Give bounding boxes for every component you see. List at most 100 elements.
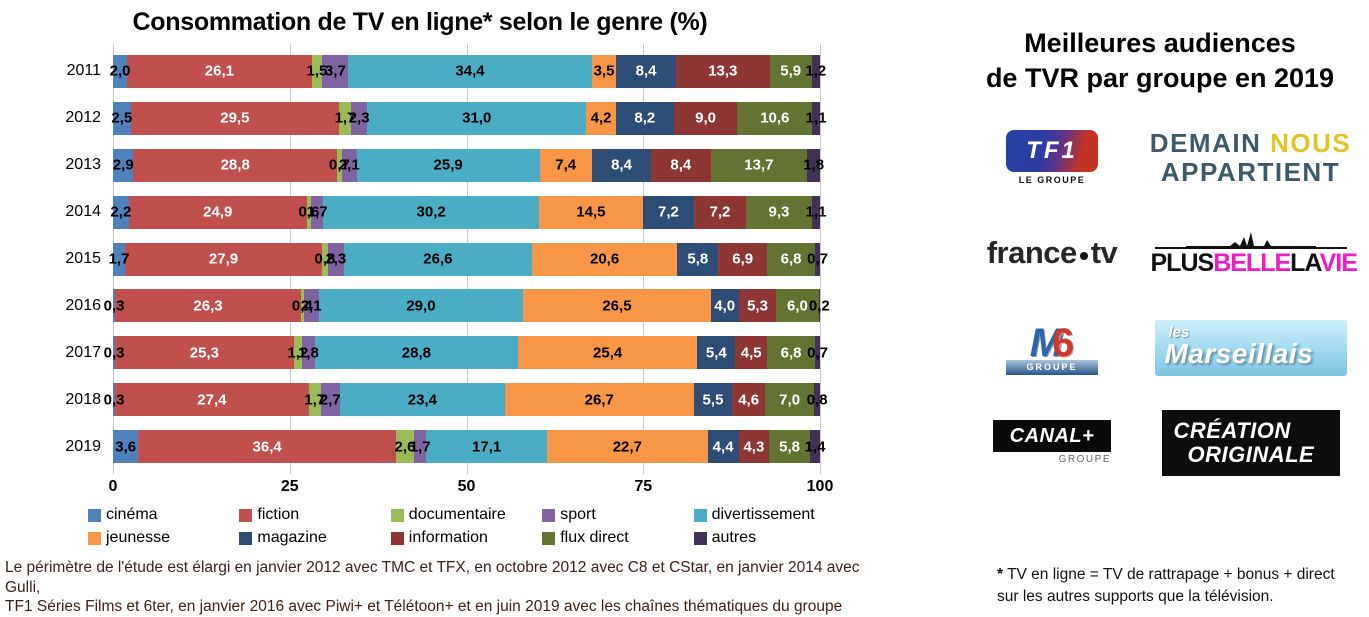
- legend-swatch-icon: [390, 508, 404, 522]
- segment-value-label: 2,7: [319, 391, 341, 409]
- segment-value-label: 14,5: [576, 203, 606, 221]
- segment-value-label: 4,0: [714, 297, 736, 315]
- bar-segment-flux-direct: 6,0: [776, 289, 819, 323]
- bar-segment-sport: 3,7: [322, 54, 349, 88]
- bar-segment-cinéma: 2,0: [110, 54, 130, 88]
- legend-label: sport: [560, 506, 596, 523]
- x-axis: 0 25 50 75 100: [109, 478, 834, 500]
- pblv-word-belle: BELLE: [1213, 248, 1291, 277]
- segment-value-label: 5,3: [747, 297, 768, 315]
- segment-value-label: 7,0: [779, 391, 801, 409]
- pblv-rule: [1154, 246, 1347, 249]
- year-label: 2011: [66, 62, 101, 80]
- bar-segment-flux-direct: 7,0: [764, 383, 815, 417]
- segment-value-label: 24,9: [203, 203, 233, 221]
- bar-segment-cinéma: 3,6: [113, 430, 139, 464]
- bar-segment-jeunesse: 3,5: [591, 54, 617, 88]
- stacked-bar: 0,3 26,3 0,4 2,1 29,0 26,5 4,0 5,3 6,0 0,2: [104, 289, 830, 323]
- legend-swatch-icon: [542, 508, 556, 522]
- footnote-star: *: [997, 566, 1004, 583]
- bar-segment-autres: 1,1: [806, 101, 827, 135]
- bar-segment-autres: 1,8: [803, 148, 824, 182]
- segment-value-label: 5,8: [779, 438, 801, 456]
- legend-label: jeunesse: [106, 529, 171, 546]
- bar-segment-information: 8,4: [651, 148, 711, 182]
- legend-item-cinéma: cinéma: [88, 506, 239, 524]
- bar-segment-divertissement: 31,0: [367, 101, 587, 135]
- segment-value-label: 8,4: [635, 62, 657, 80]
- bar-segment-magazine: 8,4: [616, 54, 676, 88]
- bar-segment-sport: 2,3: [349, 101, 370, 135]
- legend-item-flux-direct: flux direct: [542, 529, 693, 547]
- segment-value-label: 8,4: [670, 156, 692, 174]
- segment-value-label: 6,0: [786, 297, 808, 315]
- x-tick-label-100: 100: [806, 478, 834, 495]
- bar-segment-documentaire: 1,5: [307, 54, 327, 88]
- logo-france-tv: france tv: [972, 205, 1132, 300]
- segment-value-label: 25,4: [593, 344, 623, 362]
- segment-value-label: 4,6: [738, 391, 760, 409]
- segment-value-label: 26,6: [423, 250, 453, 268]
- bar-segment-cinéma: 2,9: [113, 148, 134, 182]
- bar-segment-autres: 1,4: [805, 430, 825, 464]
- segment-value-label: 4,2: [590, 109, 612, 127]
- segment-value-label: 5,8: [687, 250, 709, 268]
- stacked-bar: 2,9 28,8 0,7 2,1 25,9 7,4 8,4 8,4 13,7 1,8: [113, 148, 824, 182]
- bar-segment-flux-direct: 6,8: [767, 242, 816, 276]
- bar-segment-information: 13,3: [675, 54, 770, 88]
- segment-value-label: 31,0: [462, 109, 492, 127]
- stacked-bar: 0,3 27,4 1,7 2,7 23,4 26,7 5,5 4,6 7,0 0,8: [104, 383, 828, 417]
- bar-segment-sport: 2,1: [301, 289, 322, 323]
- chart-row-2018: 2018 0,3 27,4 1,7 2,7 23,4 26,7 5,5 4,6 7,0 0,8: [65, 376, 828, 423]
- logo-les-marseillais: les Marseillais: [1132, 300, 1369, 395]
- bar-segment-divertissement: 17,1: [426, 430, 548, 464]
- segment-value-label: 13,3: [708, 62, 738, 80]
- chart-row-2016: 2016 0,3 26,3 0,4 2,1 29,0 26,5 4,0 5,3 6,0 0,2: [65, 282, 830, 329]
- right-title-line2: de TVR par groupe en 2019: [985, 63, 1335, 93]
- segment-value-label: 4,3: [743, 438, 765, 456]
- bar-segment-magazine: 8,4: [591, 148, 652, 182]
- x-tick-label-50: 50: [457, 478, 476, 495]
- marseillais-main: Marseillais: [1164, 338, 1314, 369]
- segment-value-label: 13,7: [744, 156, 774, 174]
- bar-segment-fiction: 36,4: [138, 430, 396, 464]
- year-label: 2018: [65, 390, 101, 408]
- x-tick-label-75: 75: [634, 478, 653, 495]
- bar-segment-flux-direct: 6,8: [767, 336, 816, 370]
- bar-segment-magazine: 5,8: [677, 242, 719, 276]
- tv-en-ligne-footnote: * TV en ligne = TV de rattrapage + bonus…: [997, 564, 1342, 608]
- bar-segment-flux-direct: 5,9: [769, 54, 812, 88]
- segment-value-label: 25,3: [189, 344, 219, 362]
- skyline-icon: [1185, 231, 1316, 247]
- chart-row-2017: 2017 0,3 25,3 1,2 1,8 28,8 25,4 5,4 4,5 6,8 0,7: [65, 329, 828, 376]
- bar-segment-fiction: 24,9: [128, 195, 307, 229]
- bar-segment-magazine: 4,4: [707, 430, 739, 464]
- segment-value-label: 8,2: [634, 109, 656, 127]
- right-panel-title: Meilleures audiences de TVR par groupe e…: [955, 26, 1365, 96]
- legend-label: cinéma: [106, 506, 158, 523]
- segment-value-label: 8,4: [611, 156, 632, 174]
- segment-value-label: 3,7: [324, 62, 346, 80]
- bar-segment-information: 7,2: [694, 195, 746, 229]
- bar-segment-magazine: 5,5: [693, 383, 733, 417]
- tf1-logo-icon: TF1: [1006, 130, 1098, 172]
- legend-swatch-icon: [390, 531, 404, 545]
- bar-segment-documentaire: 1,7: [335, 101, 355, 135]
- legend-item-sport: sport: [542, 506, 693, 524]
- segment-value-label: 30,2: [416, 203, 446, 221]
- bar-segment-documentaire: 1,7: [304, 383, 325, 417]
- segment-value-label: 3,5: [593, 62, 615, 80]
- bar-segment-sport: 2,7: [319, 383, 341, 417]
- bar-segment-autres: 1,1: [806, 195, 827, 229]
- bar-segment-sport: 2,3: [325, 242, 346, 276]
- bar-segment-information: 6,9: [718, 242, 768, 276]
- segment-value-label: 9,0: [695, 109, 717, 127]
- bar-segment-jeunesse: 20,6: [531, 242, 678, 276]
- logo-creation-originale: CRÉATION ORIGINALE: [1132, 395, 1369, 490]
- legend-label: divertissement: [711, 506, 815, 523]
- creation-originale-logo-icon: CRÉATION ORIGINALE: [1161, 409, 1340, 476]
- bar-segment-jeunesse: 25,4: [518, 336, 698, 370]
- logo-grid: TF1 LE GROUPE DEMAIN NOUS APPARTIENT fra…: [972, 110, 1369, 490]
- bar-segment-sport: 1,8: [298, 336, 319, 370]
- segment-value-label: 10,6: [760, 109, 790, 127]
